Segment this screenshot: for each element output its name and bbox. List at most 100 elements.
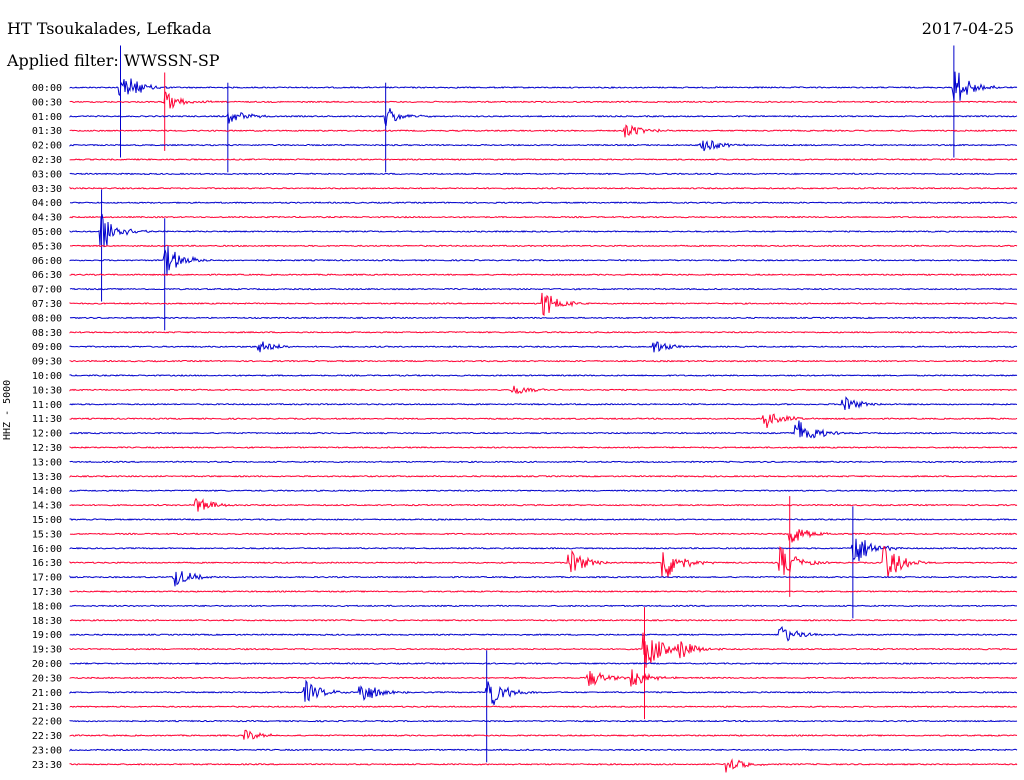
row-time-label: 20:00 — [32, 659, 62, 670]
trace-line — [69, 292, 1018, 316]
trace-line — [69, 460, 1018, 464]
trace-line — [69, 618, 1018, 622]
row-time-label: 05:00 — [32, 227, 62, 238]
row-time-label: 01:30 — [32, 126, 62, 137]
trace-line — [69, 215, 1018, 219]
trace-line — [69, 71, 1018, 101]
trace-line — [69, 359, 1018, 363]
row-time-label: 10:30 — [32, 385, 62, 396]
row-time-label: 19:00 — [32, 630, 62, 641]
row-time-label: 20:30 — [32, 673, 62, 684]
trace-line — [69, 446, 1018, 449]
trace-line — [69, 108, 1018, 127]
trace-line — [69, 632, 1018, 668]
filter-label: Applied filter: WWSSN-SP — [7, 51, 220, 70]
row-time-label: 02:30 — [32, 155, 62, 166]
row-time-label: 03:30 — [32, 184, 62, 195]
trace-line — [69, 669, 1018, 687]
trace-line — [69, 571, 1018, 587]
row-time-label: 06:30 — [32, 270, 62, 281]
trace-line — [69, 90, 1017, 110]
trace-line — [69, 213, 1017, 248]
trace-line — [69, 330, 1018, 334]
row-time-label: 08:30 — [32, 328, 62, 339]
row-time-label: 03:00 — [32, 169, 62, 180]
trace-line — [69, 625, 1018, 642]
trace-line — [69, 604, 1017, 608]
trace-line — [69, 529, 1018, 543]
row-time-label: 09:30 — [32, 357, 62, 368]
row-time-label: 23:30 — [32, 760, 62, 771]
trace-line — [69, 545, 1018, 578]
trace-line — [69, 172, 1018, 176]
row-time-label: 05:30 — [32, 241, 62, 252]
row-time-label: 17:30 — [32, 587, 62, 598]
row-time-label: 11:00 — [32, 400, 62, 411]
trace-line — [69, 662, 1018, 665]
trace-line — [69, 729, 1018, 740]
row-time-label: 22:00 — [32, 717, 62, 728]
row-time-label: 18:00 — [32, 601, 62, 612]
trace-line — [69, 590, 1018, 593]
trace-line — [69, 273, 1018, 277]
trace-line — [69, 316, 1018, 320]
trace-line — [70, 244, 1018, 248]
row-time-label: 16:30 — [32, 558, 62, 569]
trace-line — [69, 341, 1018, 353]
row-time-label: 15:30 — [32, 529, 62, 540]
trace-line — [69, 497, 1018, 512]
row-time-label: 19:30 — [32, 645, 62, 656]
row-time-label: 00:30 — [32, 97, 62, 108]
row-time-label: 22:30 — [32, 731, 62, 742]
trace-line — [69, 489, 1018, 493]
trace-line — [69, 186, 1018, 190]
row-time-label: 21:30 — [32, 702, 62, 713]
row-time-label: 06:00 — [32, 256, 62, 267]
row-time-label: 18:30 — [32, 616, 62, 627]
trace-line — [69, 518, 1018, 521]
trace-line — [69, 719, 1018, 723]
row-time-label: 04:00 — [32, 198, 62, 209]
row-time-label: 10:00 — [32, 371, 62, 382]
trace-line — [69, 679, 1018, 706]
date-label: 2017-04-25 — [921, 19, 1014, 38]
trace-line — [69, 124, 1018, 138]
trace-line — [69, 245, 1018, 275]
trace-line — [69, 374, 1018, 377]
trace-line — [69, 201, 1018, 205]
row-time-label: 09:00 — [32, 342, 62, 353]
trace-line — [69, 287, 1018, 291]
trace-line — [69, 705, 1018, 709]
row-time-label: 13:30 — [32, 472, 62, 483]
trace-line — [69, 413, 1018, 429]
trace-line — [69, 538, 1018, 562]
row-time-label: 23:00 — [32, 745, 62, 756]
row-time-label: 14:00 — [32, 486, 62, 497]
trace-line — [69, 139, 1018, 152]
station-title: HT Tsoukalades, Lefkada — [7, 19, 212, 38]
trace-line — [69, 420, 1018, 439]
row-time-label: 17:00 — [32, 573, 62, 584]
row-time-label: 04:30 — [32, 213, 62, 224]
trace-line — [69, 158, 1018, 161]
trace-line — [69, 396, 1017, 411]
row-time-label: 01:00 — [32, 112, 62, 123]
row-time-label: 21:00 — [32, 688, 62, 699]
trace-line — [69, 474, 1018, 478]
trace-line — [69, 758, 1018, 773]
row-time-label: 08:00 — [32, 313, 62, 324]
row-time-label: 16:00 — [32, 544, 62, 555]
row-time-label: 07:30 — [32, 299, 62, 310]
row-time-label: 00:00 — [32, 83, 62, 94]
row-time-label: 12:30 — [32, 443, 62, 454]
row-time-label: 12:00 — [32, 429, 62, 440]
row-time-label: 07:00 — [32, 285, 62, 296]
trace-line — [69, 385, 1018, 395]
trace-line — [69, 748, 1018, 752]
row-time-label: 14:30 — [32, 501, 62, 512]
row-time-label: 13:00 — [32, 457, 62, 468]
row-time-label: 02:00 — [32, 141, 62, 152]
row-time-label: 11:30 — [32, 414, 62, 425]
row-time-label: 15:00 — [32, 515, 62, 526]
